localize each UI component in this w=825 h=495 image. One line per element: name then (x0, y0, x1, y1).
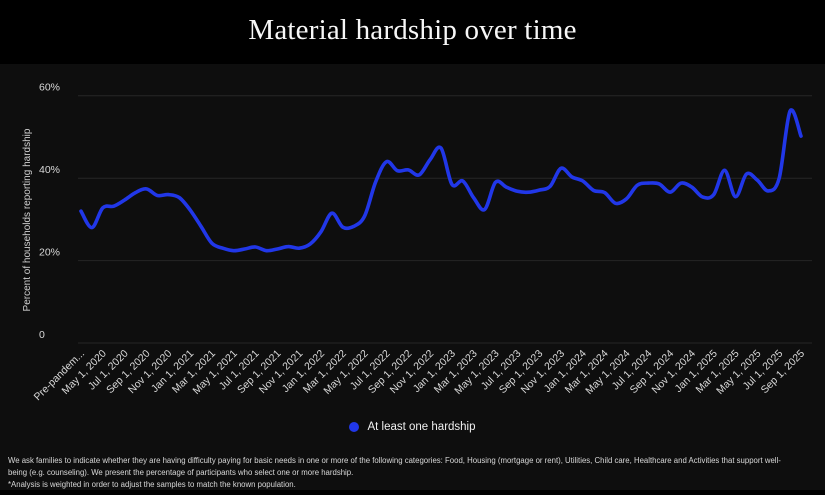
legend-dot-at-least-one-hardship (349, 422, 360, 432)
footnote-line-3: *Analysis is weighted in order to adjust… (8, 480, 296, 490)
chart-header: Material hardship over time (0, 0, 825, 64)
footnote-line-2: being (e.g. counseling). We present the … (8, 468, 354, 478)
y-tick-label-0: 0 (39, 329, 45, 341)
page-title: Material hardship over time (248, 13, 577, 46)
series-line-at-least-one-hardship (79, 108, 803, 253)
y-tick-label-20%: 20% (39, 247, 60, 259)
y-tick-label-40%: 40% (39, 164, 60, 176)
legend-label: At least one hardship (367, 421, 476, 433)
y-tick-label-60%: 60% (39, 82, 60, 94)
footnote: We ask families to indicate whether they… (0, 445, 825, 490)
footnote-line-1: We ask families to indicate whether they… (8, 456, 781, 465)
line-chart-svg: 0 20% 40% 60% Percent of households reportin… (22, 82, 812, 403)
y-axis-title: Percent of households reporting hardship (22, 128, 33, 311)
chart-area: 0 20% 40% 60% Percent of households reportin… (0, 64, 825, 445)
legend: At least one hardship (0, 420, 825, 434)
